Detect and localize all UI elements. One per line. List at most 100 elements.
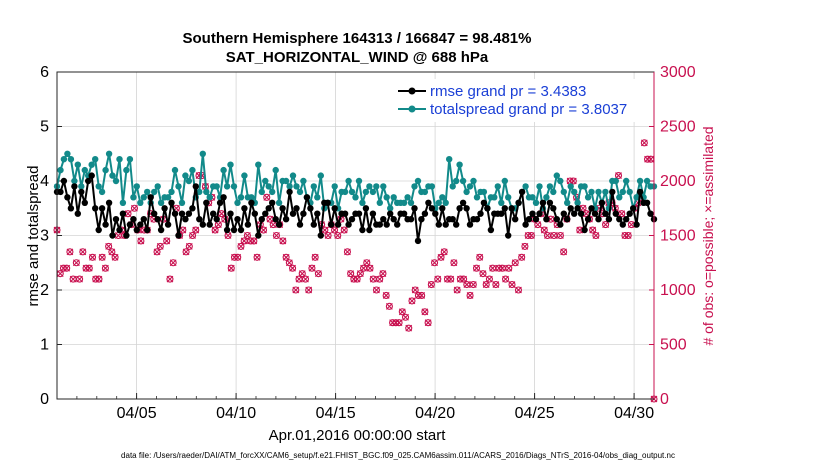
obs-assimilated-marker bbox=[185, 243, 193, 250]
rmse-point bbox=[643, 199, 651, 206]
totalspread-point bbox=[178, 199, 186, 206]
obs-possible-marker bbox=[508, 280, 516, 289]
obs-assimilated-marker bbox=[624, 232, 632, 239]
obs-assimilated-marker bbox=[511, 259, 519, 267]
obs-assimilated-marker bbox=[505, 264, 513, 272]
obs-assimilated-marker bbox=[102, 264, 109, 272]
rmse-point bbox=[484, 205, 491, 212]
totalspread-point bbox=[206, 194, 213, 201]
obs-assimilated-marker bbox=[550, 232, 558, 239]
grid bbox=[57, 71, 654, 400]
obs-assimilated-marker bbox=[647, 155, 655, 163]
rmse-point bbox=[251, 210, 258, 217]
rmse-point bbox=[345, 221, 352, 228]
rmse-point bbox=[466, 221, 474, 228]
obs-assimilated-marker bbox=[292, 286, 300, 294]
obs-possible-marker bbox=[640, 139, 648, 147]
obs-assimilated-marker bbox=[402, 313, 409, 321]
obs-possible-marker bbox=[385, 302, 393, 310]
right-axis-ticks: 0 500 1000 1500 2000 2500 3000 bbox=[649, 64, 696, 408]
rmse-point bbox=[456, 205, 463, 212]
obs-assimilated-marker bbox=[347, 270, 355, 278]
obs-assimilated-marker bbox=[618, 210, 626, 218]
rmse-point bbox=[123, 232, 130, 239]
rmse-point bbox=[591, 210, 599, 217]
totalspread-point bbox=[463, 188, 470, 196]
obs-assimilated-marker bbox=[273, 232, 280, 239]
obs-possible-marker bbox=[163, 237, 171, 245]
obs-assimilated-marker bbox=[440, 248, 448, 256]
totalspread-point bbox=[473, 194, 481, 201]
totalspread-point bbox=[123, 166, 130, 174]
obs-assimilated-marker bbox=[453, 286, 461, 294]
rmse-point bbox=[487, 226, 495, 234]
obs-possible-marker bbox=[192, 226, 200, 234]
obs-assimilated-marker bbox=[237, 243, 245, 250]
rmse-point bbox=[272, 216, 279, 223]
x-tick-label: 04/20 bbox=[415, 405, 455, 422]
totalspread-point bbox=[310, 183, 317, 190]
y-right-tick-label: 0 bbox=[660, 391, 669, 408]
y-right-tick-label: 1000 bbox=[660, 282, 696, 299]
obs-assimilated-marker bbox=[63, 264, 71, 272]
obs-assimilated-marker bbox=[214, 221, 222, 228]
totalspread-point bbox=[498, 199, 505, 206]
totalspread-point bbox=[453, 177, 460, 185]
obs-assimilated-marker bbox=[615, 172, 622, 179]
rmse-point bbox=[57, 188, 64, 196]
obs-possible-marker bbox=[314, 270, 322, 278]
obs-assimilated-marker bbox=[640, 139, 648, 147]
totalspread-point bbox=[345, 177, 352, 185]
obs-assimilated-marker bbox=[356, 270, 364, 278]
y-tick-label: 5 bbox=[40, 119, 49, 136]
obs-possible-marker bbox=[408, 297, 416, 305]
rmse-point bbox=[307, 205, 314, 212]
obs-assimilated-marker bbox=[69, 275, 77, 283]
obs-possible-marker bbox=[372, 286, 381, 294]
obs-assimilated-marker bbox=[315, 270, 322, 278]
obs-possible-marker bbox=[137, 237, 145, 245]
rmse-point bbox=[380, 216, 387, 223]
rmse-point bbox=[92, 205, 99, 212]
totalspread-point bbox=[557, 177, 564, 185]
totalspread-point bbox=[404, 194, 411, 201]
totalspread-point bbox=[314, 194, 321, 201]
totalspread-point bbox=[470, 177, 477, 185]
obs-possible-marker bbox=[505, 264, 513, 272]
rmse-point bbox=[498, 210, 505, 217]
obs-assimilated-marker bbox=[492, 281, 500, 288]
obs-assimilated-marker bbox=[182, 248, 190, 256]
rmse-point bbox=[636, 188, 644, 196]
rmse-point bbox=[539, 199, 547, 206]
totalspread-point bbox=[171, 166, 179, 174]
rmse-point bbox=[116, 226, 123, 234]
rmse-point bbox=[331, 205, 338, 212]
rmse-point bbox=[463, 205, 470, 212]
totalspread-point bbox=[269, 188, 276, 196]
totalspread-point bbox=[442, 199, 449, 206]
obs-assimilated-marker bbox=[418, 292, 426, 299]
totalspread-point bbox=[636, 177, 644, 185]
rmse-point bbox=[255, 232, 262, 239]
obs-assimilated-marker bbox=[289, 264, 296, 272]
totalspread-point bbox=[109, 172, 116, 179]
totalspread-point bbox=[574, 199, 581, 206]
rmse-point bbox=[508, 205, 515, 212]
obs-assimilated-marker bbox=[385, 302, 393, 310]
totalspread-point bbox=[234, 199, 241, 206]
obs-possible-marker bbox=[453, 286, 461, 294]
obs-assimilated-marker bbox=[234, 253, 242, 261]
obs-assimilated-marker bbox=[395, 319, 403, 327]
obs-assimilated-marker bbox=[469, 281, 477, 288]
obs-assimilated-marker bbox=[363, 259, 371, 267]
obs-assimilated-marker bbox=[153, 248, 161, 256]
y-tick-label: 6 bbox=[40, 64, 49, 81]
obs-possible-marker bbox=[421, 308, 429, 316]
obs-assimilated-marker bbox=[324, 232, 332, 239]
totalspread-point bbox=[494, 183, 501, 190]
rmse-point bbox=[60, 177, 68, 185]
obs-assimilated-marker bbox=[163, 237, 171, 245]
rmse-point bbox=[473, 216, 481, 223]
totalspread-point bbox=[380, 183, 387, 190]
